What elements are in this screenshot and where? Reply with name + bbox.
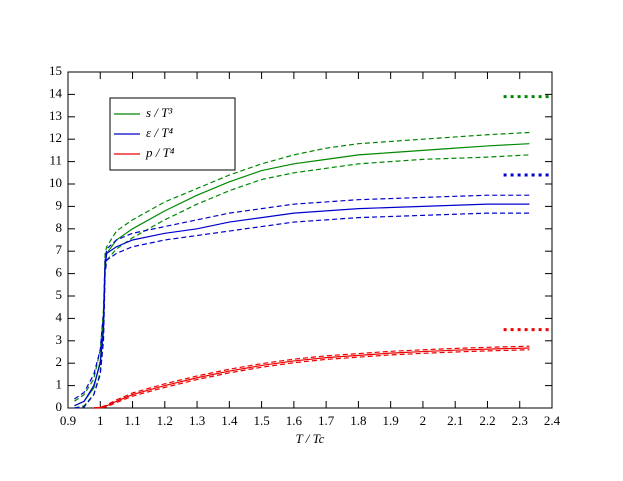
y-tick-label: 11 (49, 153, 62, 168)
series-line (74, 203, 530, 407)
x-tick-label: 1.6 (286, 413, 303, 428)
y-tick-label: 12 (49, 130, 62, 145)
x-tick-label: 2.1 (447, 413, 463, 428)
x-tick-label: 1 (97, 413, 104, 428)
band-line (74, 154, 530, 409)
band-line (74, 131, 530, 402)
x-axis-label: T / Tc (296, 431, 325, 446)
band-line (93, 349, 530, 409)
y-tick-label: 7 (56, 242, 63, 257)
band-line (74, 194, 530, 400)
y-tick-label: 2 (56, 354, 63, 369)
x-tick-label: 1.4 (221, 413, 238, 428)
y-tick-label: 13 (49, 108, 62, 123)
x-tick-label: 2.4 (544, 413, 561, 428)
series-line (93, 347, 530, 409)
legend-label: s / T³ (146, 105, 173, 120)
x-tick-label: 2.2 (479, 413, 495, 428)
y-tick-label: 14 (49, 85, 63, 100)
y-tick-label: 10 (49, 175, 62, 190)
x-tick-label: 1.5 (253, 413, 269, 428)
x-tick-label: 1.9 (383, 413, 399, 428)
y-tick-label: 8 (56, 220, 63, 235)
plot-frame (67, 71, 553, 409)
x-tick-label: 2.3 (512, 413, 528, 428)
series-line (74, 143, 530, 407)
y-tick-label: 3 (56, 332, 63, 347)
legend-label: ε / T⁴ (146, 125, 173, 140)
y-tick-label: 4 (56, 309, 63, 324)
y-tick-label: 0 (56, 399, 63, 414)
y-tick-label: 6 (56, 265, 63, 280)
x-tick-label: 0.9 (60, 413, 76, 428)
x-tick-label: 1.3 (189, 413, 205, 428)
y-tick-label: 9 (56, 197, 63, 212)
band-line (93, 345, 530, 409)
y-tick-label: 1 (56, 377, 63, 392)
x-tick-label: 2 (420, 413, 427, 428)
x-tick-label: 1.7 (318, 413, 335, 428)
x-tick-label: 1.8 (350, 413, 366, 428)
band-line (74, 212, 530, 409)
x-tick-label: 1.2 (157, 413, 173, 428)
y-tick-label: 15 (49, 63, 62, 78)
legend-label: p / T⁴ (145, 145, 175, 160)
x-tick-label: 1.1 (124, 413, 140, 428)
y-tick-label: 5 (56, 287, 63, 302)
